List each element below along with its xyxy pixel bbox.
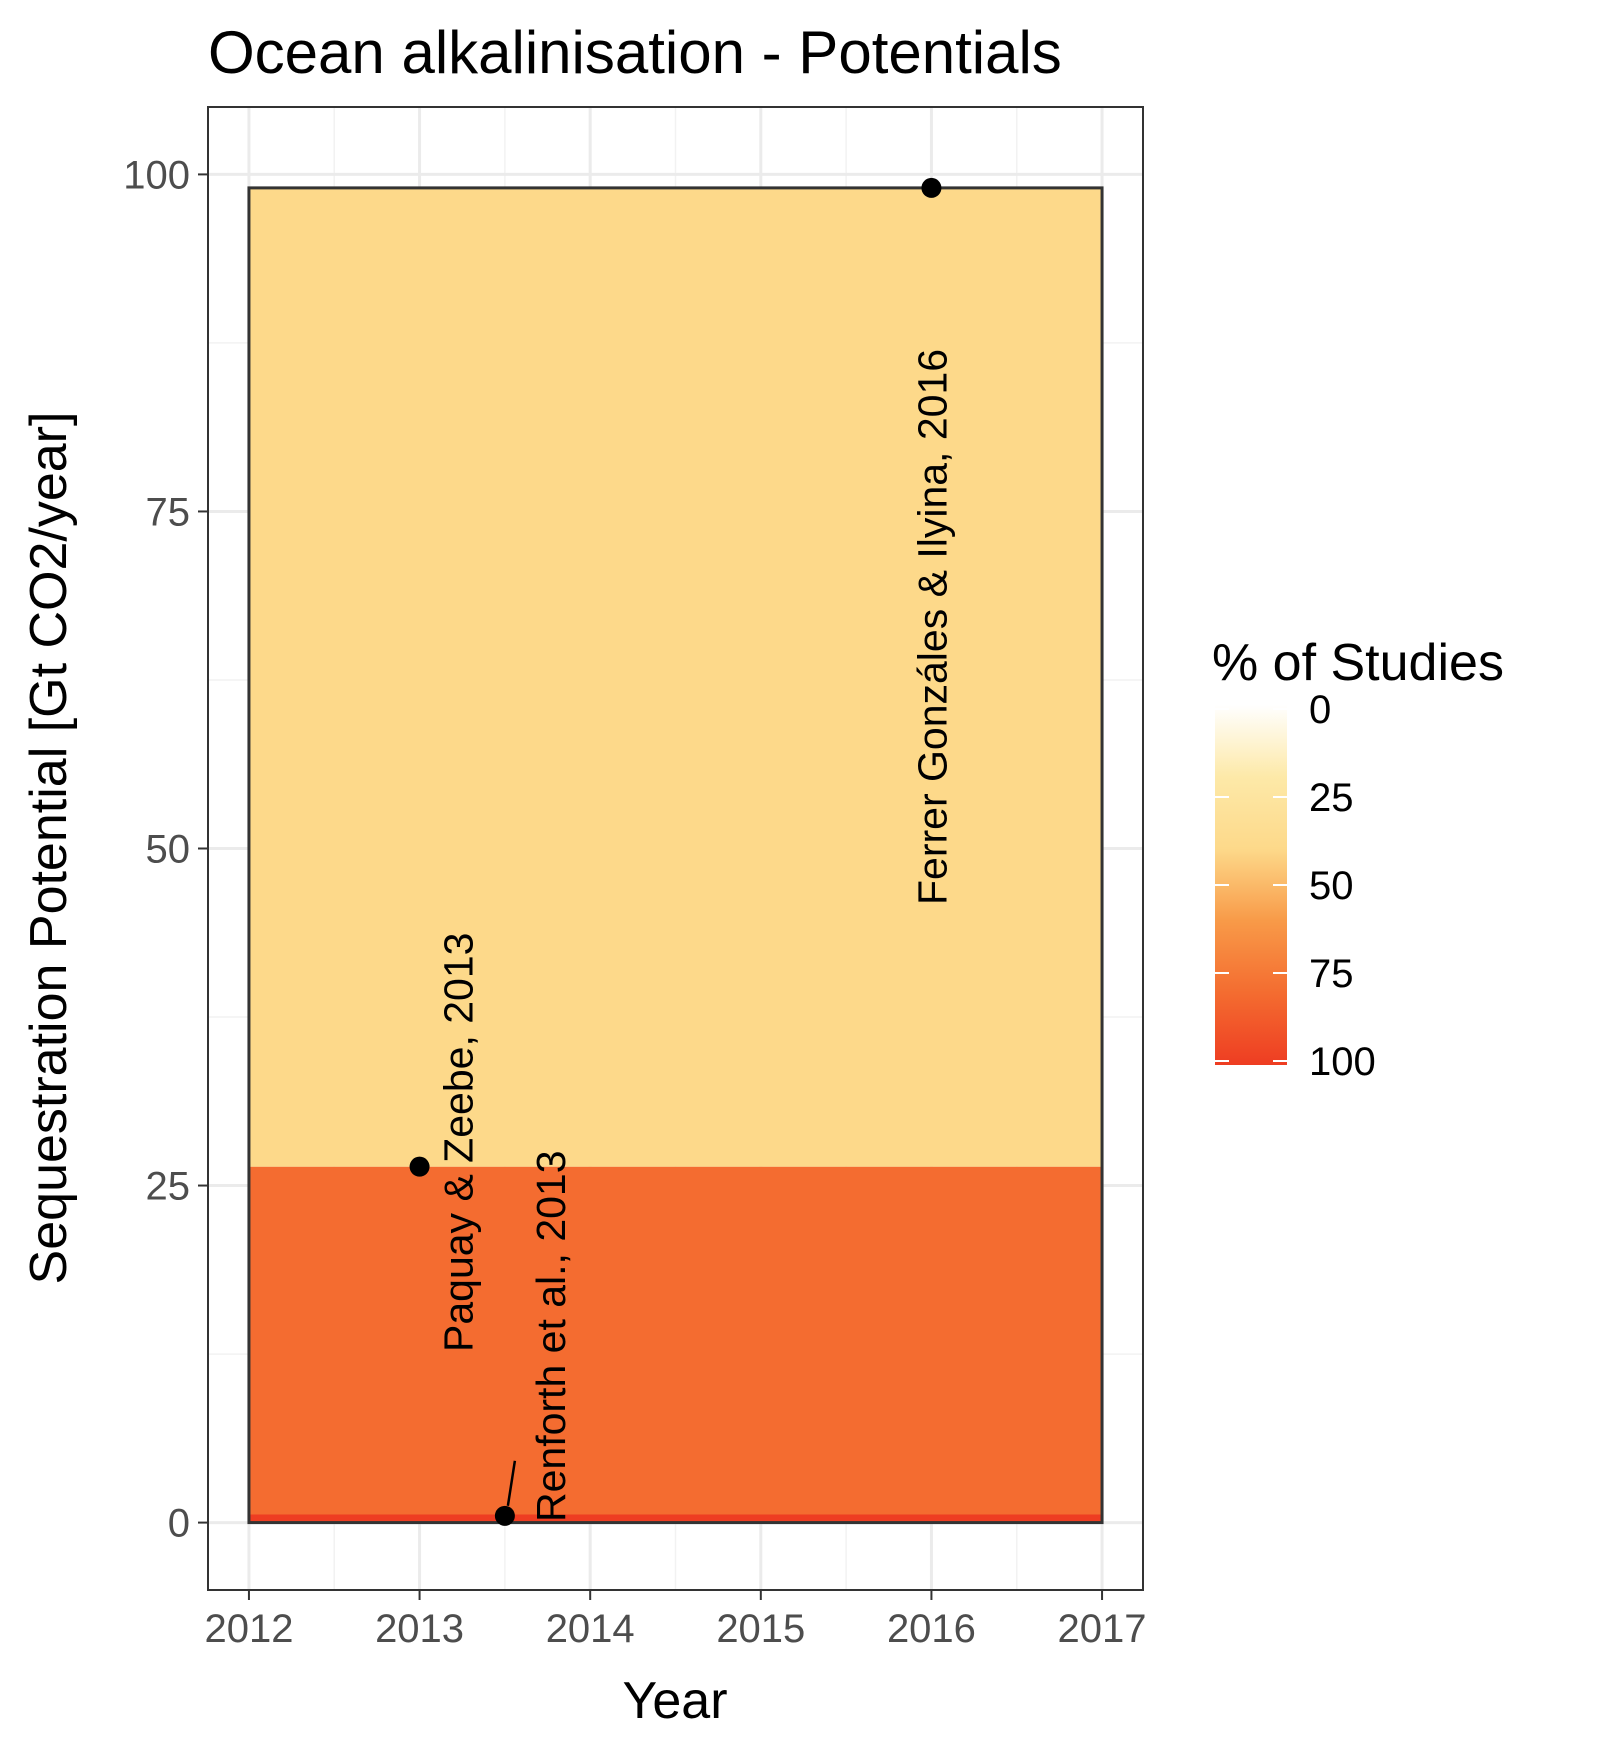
legend-label: 100: [1309, 1040, 1376, 1084]
y-tick-label: 75: [146, 490, 191, 534]
x-tick-label: 2015: [716, 1607, 805, 1651]
data-point: [494, 1505, 515, 1526]
y-tick-label: 50: [146, 828, 191, 872]
band-outline: [247, 186, 1104, 1525]
plot-panel: Paquay & Zeebe, 2013 Renforth et al., 201…: [207, 106, 1144, 1591]
data-point: [409, 1156, 430, 1177]
band: [248, 1166, 1103, 1515]
legend-label: 25: [1309, 776, 1354, 820]
x-tick-label: 2013: [375, 1607, 464, 1651]
legend: % of Studies 0 25 50 75 100: [1212, 634, 1504, 1084]
point-label: Ferrer Gonzáles & Ilyina, 2016: [909, 349, 955, 905]
y-tick-label: 25: [146, 1165, 191, 1209]
x-axis-title: Year: [622, 1672, 727, 1730]
label-leaders: [506, 1460, 517, 1507]
chart-title: Ocean alkalinisation - Potentials: [208, 19, 1062, 86]
legend-title: % of Studies: [1212, 634, 1504, 692]
y-tick-label: 100: [123, 153, 190, 197]
bands: [247, 186, 1104, 1525]
legend-label: 50: [1309, 864, 1354, 908]
label-leader: [506, 1460, 517, 1507]
band: [248, 1514, 1103, 1523]
x-tick-label: 2014: [546, 1607, 635, 1651]
legend-ticks: 0 25 50 75 100: [1215, 688, 1376, 1084]
legend-label: 75: [1309, 952, 1354, 996]
band: [248, 187, 1103, 1167]
data-point: [921, 177, 942, 198]
y-axis-title: Sequestration Potential [Gt CO2/year]: [20, 412, 78, 1285]
point-label: Paquay & Zeebe, 2013: [436, 933, 482, 1352]
y-tick-label: 0: [168, 1502, 190, 1546]
point-labels: Paquay & Zeebe, 2013 Renforth et al., 201…: [436, 349, 956, 1522]
x-tick-label: 2016: [887, 1607, 976, 1651]
y-axis: 0 25 50 75 100: [123, 153, 208, 1546]
points: [409, 177, 942, 1526]
point-label: Renforth et al., 2013: [528, 1150, 574, 1522]
x-axis: 2012 2013 2014 2015 2016 2017: [204, 1590, 1147, 1651]
x-tick-label: 2017: [1058, 1607, 1147, 1651]
legend-label: 0: [1309, 688, 1331, 732]
x-tick-label: 2012: [204, 1607, 293, 1651]
